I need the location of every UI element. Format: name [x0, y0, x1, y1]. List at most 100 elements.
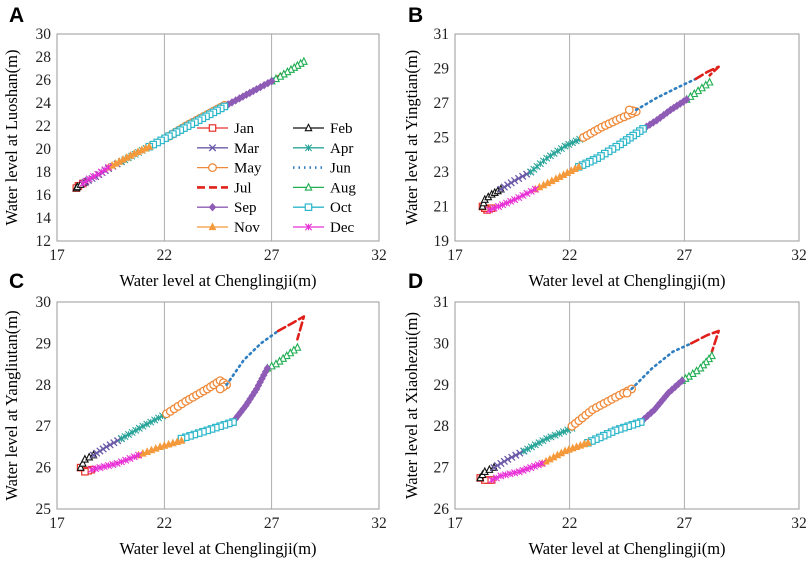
data-point	[97, 168, 105, 176]
data-point	[572, 442, 581, 451]
data-point	[510, 176, 519, 185]
legend-marker	[304, 123, 313, 132]
data-point	[79, 179, 87, 188]
data-point	[545, 454, 554, 463]
x-tick-label: 32	[371, 247, 387, 264]
data-point	[99, 445, 107, 453]
data-point	[492, 474, 500, 482]
data-point	[514, 174, 523, 183]
data-point	[134, 147, 142, 155]
y-axis-label: Water level at Luoshan(m)	[2, 50, 21, 226]
plot-frame	[56, 33, 380, 242]
data-point	[115, 157, 124, 165]
data-point	[571, 164, 579, 172]
series-sep	[639, 95, 691, 134]
data-point	[519, 466, 527, 474]
data-point	[686, 91, 695, 100]
legend-marker	[304, 203, 313, 212]
data-point	[511, 196, 519, 204]
data-point	[527, 443, 536, 451]
data-point	[696, 363, 705, 372]
data-point	[283, 67, 292, 76]
legend-marker	[208, 202, 217, 212]
data-point	[89, 173, 98, 181]
data-point	[286, 64, 296, 73]
data-point	[559, 428, 568, 436]
data-point	[282, 350, 291, 360]
legend-marker	[304, 144, 313, 152]
y-tick-label: 29	[434, 377, 450, 394]
data-point	[539, 437, 547, 445]
series-nov	[104, 142, 154, 171]
data-point	[508, 453, 516, 461]
series-jul	[694, 65, 720, 81]
y-tick-label: 16	[36, 187, 52, 204]
y-tick-label: 23	[434, 164, 450, 181]
data-point	[516, 449, 524, 457]
x-tick-label: 27	[264, 247, 280, 264]
legend-marker	[208, 144, 217, 152]
panel-a: A 17 22 27 32 12 14 16 18 20 22 24 26 28 30 Water level…	[2, 4, 387, 290]
series-line	[276, 315, 306, 341]
data-point	[147, 445, 156, 454]
legend-marker	[208, 163, 217, 173]
data-point	[500, 183, 508, 191]
series-line	[694, 65, 720, 81]
data-point	[122, 153, 131, 161]
y-tick-label: 30	[36, 294, 52, 311]
data-point	[147, 418, 155, 426]
x-tick-label: 17	[49, 247, 65, 264]
y-tick-label: 30	[36, 26, 52, 43]
data-point	[568, 443, 577, 452]
data-point	[580, 439, 589, 448]
data-point	[239, 92, 247, 101]
data-point	[561, 446, 569, 455]
y-tick-label: 25	[434, 130, 450, 147]
x-tick-label: 27	[264, 515, 280, 532]
series-may	[567, 384, 637, 431]
series-mar	[89, 434, 126, 459]
data-point	[87, 466, 95, 474]
data-point	[543, 154, 551, 162]
data-point	[141, 143, 150, 152]
legend-label: Jun	[330, 161, 351, 177]
series-mar	[490, 447, 528, 472]
data-point	[523, 189, 531, 197]
data-point	[122, 456, 130, 464]
data-point	[271, 359, 281, 368]
legend-item-jun: Jun	[293, 161, 351, 177]
data-point	[559, 170, 568, 178]
y-tick-label: 22	[36, 118, 52, 135]
x-axis-label: Water level at Chenglingji(m)	[119, 271, 316, 290]
series-apr	[520, 424, 576, 455]
y-tick-label: 21	[434, 199, 450, 216]
data-point	[493, 461, 502, 470]
data-point	[653, 116, 661, 125]
data-point	[553, 450, 562, 459]
legend-item-feb: Feb	[293, 121, 353, 137]
data-point	[137, 145, 146, 154]
data-point	[275, 356, 284, 365]
series-oct	[584, 418, 645, 447]
series-dec	[79, 163, 113, 188]
data-point	[497, 185, 505, 193]
x-tick-label: 17	[49, 515, 65, 532]
data-point	[538, 459, 546, 468]
series-dec	[488, 459, 546, 484]
x-axis-label: Water level at Chenglingji(m)	[528, 539, 725, 558]
panel-letter: A	[9, 4, 24, 27]
data-point	[293, 342, 302, 351]
y-tick-label: 28	[36, 49, 52, 66]
x-tick-label: 27	[677, 515, 693, 532]
y-tick-label: 20	[36, 141, 52, 158]
series-jun	[634, 77, 698, 112]
data-point	[490, 463, 498, 472]
data-point	[549, 452, 558, 461]
y-tick-label: 27	[36, 418, 52, 435]
data-point	[121, 432, 129, 441]
legend-label: May	[234, 161, 262, 177]
data-point	[534, 461, 542, 469]
series-may	[162, 376, 232, 419]
legend-label: Jul	[234, 180, 252, 196]
